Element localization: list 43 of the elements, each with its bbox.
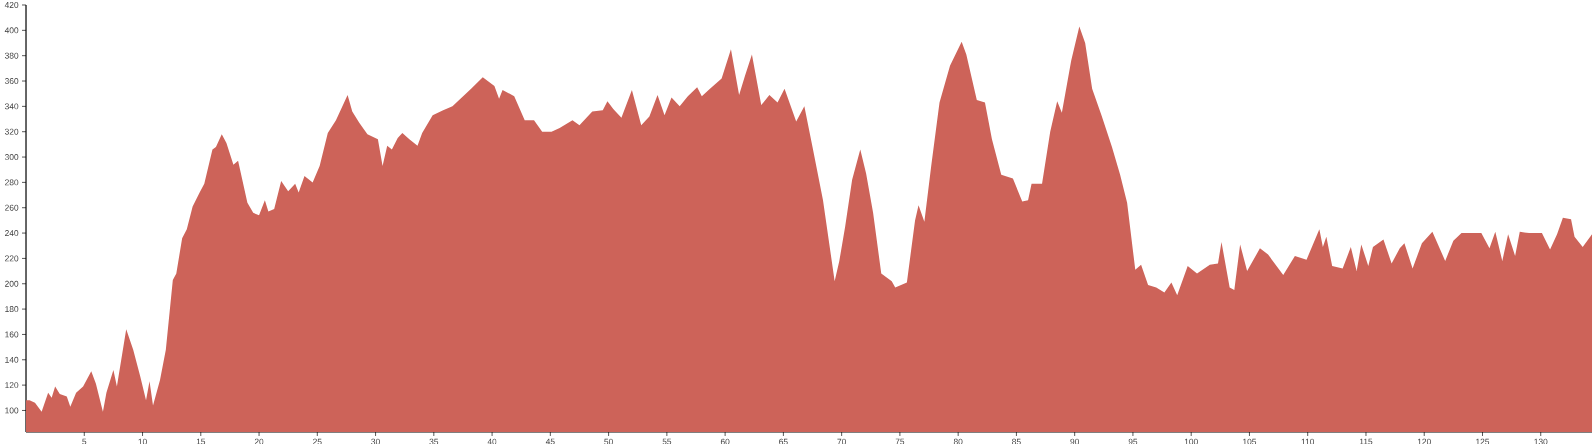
y-tick-label: 200 [5, 280, 19, 287]
y-tick-label: 340 [4, 103, 19, 110]
x-tick-label: 125 [1476, 438, 1490, 444]
x-tick-label: 15 [196, 438, 206, 444]
y-tick-label: 280 [5, 179, 19, 186]
x-tick-label: 105 [1243, 438, 1257, 444]
y-tick-label: 240 [5, 230, 19, 237]
x-tick-label: 35 [429, 438, 439, 444]
x-tick-label: 65 [779, 438, 788, 444]
x-tick-label: 100 [1184, 438, 1198, 444]
x-tick-label: 80 [953, 438, 963, 444]
x-tick-label: 120 [1417, 438, 1431, 444]
y-tick-label: 100 [5, 407, 19, 414]
y-tick-label: 320 [4, 128, 19, 135]
y-tick-label: 400 [4, 27, 19, 34]
y-tick-label: 260 [5, 204, 19, 211]
y-tick-label: 380 [4, 52, 19, 59]
x-tick-label: 40 [487, 438, 497, 444]
x-tick-label: 20 [254, 438, 264, 444]
x-tick-label: 115 [1359, 438, 1373, 444]
x-tick-label: 45 [545, 438, 555, 444]
y-tick-label: 160 [5, 331, 19, 338]
x-tick-label: 90 [1070, 438, 1080, 444]
x-tick-label: 85 [1012, 438, 1021, 444]
x-tick-label: 5 [82, 438, 87, 444]
x-tick-label: 70 [837, 438, 846, 444]
y-tick-label: 120 [5, 382, 19, 389]
x-tick-label: 50 [604, 438, 613, 444]
x-tick-label: 110 [1301, 438, 1315, 444]
x-tick-label: 60 [720, 438, 730, 444]
y-tick-label: 360 [4, 78, 19, 84]
x-tick-label: 30 [371, 438, 380, 444]
x-tick-label: 130 [1534, 438, 1548, 444]
x-tick-label: 75 [895, 438, 905, 444]
y-tick-label: 140 [5, 356, 19, 363]
y-tick-label: 220 [5, 255, 19, 262]
x-tick-label: 10 [138, 438, 147, 444]
x-tick-label: 25 [313, 438, 322, 444]
y-tick-label: 180 [5, 306, 19, 313]
y-tick-label: 420 [4, 2, 19, 8]
x-tick-label: 55 [662, 438, 672, 444]
y-tick-label: 300 [4, 154, 19, 161]
x-tick-label: 95 [1128, 438, 1138, 444]
